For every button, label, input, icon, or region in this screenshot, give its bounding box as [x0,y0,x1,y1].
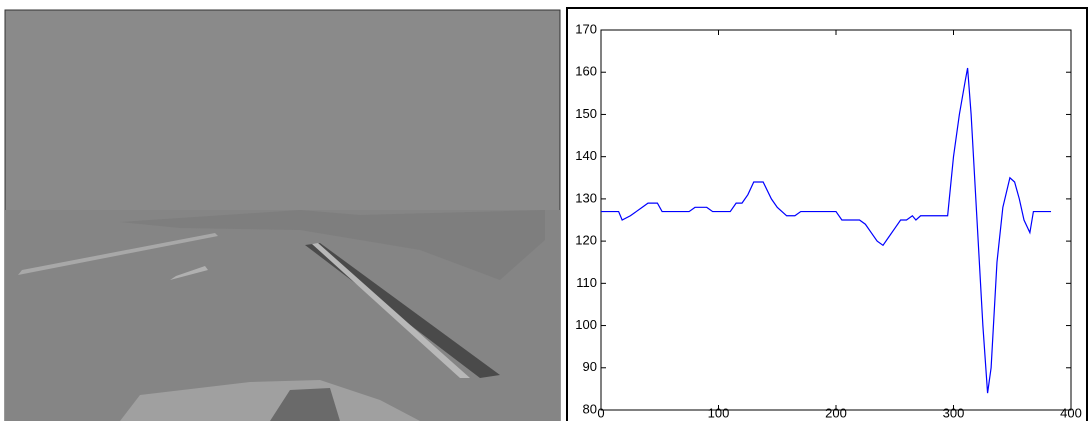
x-tick-label: 0 [597,405,604,420]
y-tick-label: 100 [575,317,597,332]
x-tick-label: 400 [1060,405,1082,420]
road-image [4,9,561,422]
y-tick-label: 130 [575,190,597,205]
y-tick-label: 160 [575,64,597,79]
y-tick-label: 80 [583,401,597,416]
y-tick-label: 120 [575,233,597,248]
y-tick-label: 140 [575,148,597,163]
x-tick-label: 300 [943,405,965,420]
line [601,67,1052,394]
y-tick-label: 110 [576,275,597,290]
y-tick-label: 150 [575,106,597,121]
panel-border [566,7,1088,426]
y-tick-label: 170 [575,21,597,36]
x-tick-label: 200 [825,405,847,420]
y-tick-label: 90 [583,359,597,374]
x-tick-label: 100 [708,405,730,420]
plot-area [600,29,1072,411]
